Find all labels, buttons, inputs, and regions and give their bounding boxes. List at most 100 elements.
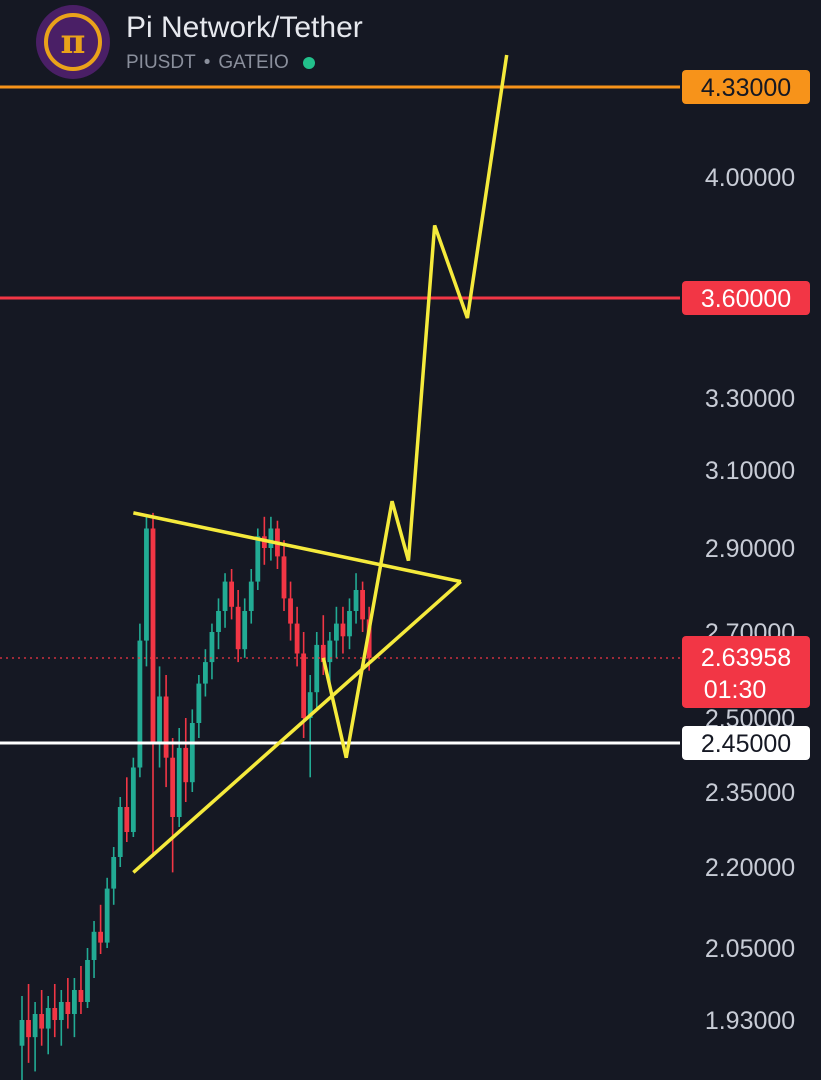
candle bbox=[203, 649, 208, 697]
candle bbox=[111, 847, 117, 905]
pi-coin-icon: π bbox=[36, 5, 110, 79]
candle-body bbox=[137, 640, 143, 768]
candle-body bbox=[288, 598, 293, 624]
candle-body bbox=[242, 611, 248, 650]
candles-layer bbox=[19, 512, 372, 1080]
candle bbox=[104, 877, 110, 948]
candle-body bbox=[235, 606, 241, 650]
candle-body bbox=[360, 590, 365, 620]
y-tick-label: 2.20000 bbox=[705, 854, 795, 882]
candle bbox=[281, 540, 287, 611]
candle-body bbox=[157, 696, 162, 743]
candle-body bbox=[203, 662, 208, 684]
candle-countdown-label: 01:30 bbox=[704, 676, 767, 704]
candle-body bbox=[117, 807, 123, 857]
candle bbox=[314, 632, 320, 710]
candle bbox=[19, 996, 25, 1080]
candle bbox=[144, 516, 149, 667]
level-price-label: 4.33000 bbox=[701, 74, 791, 102]
ticker-symbol: PIUSDT bbox=[126, 52, 196, 73]
exchange-name: GATEIO bbox=[218, 52, 289, 73]
candle bbox=[248, 569, 254, 624]
level-price-label: 2.45000 bbox=[701, 730, 791, 758]
candle-body bbox=[124, 807, 130, 832]
candle bbox=[209, 623, 215, 680]
candle-body bbox=[58, 1002, 64, 1020]
candle bbox=[347, 598, 352, 650]
candle bbox=[222, 573, 228, 628]
candle bbox=[268, 516, 274, 561]
candle-body bbox=[353, 590, 359, 611]
live-status-dot-icon bbox=[302, 57, 315, 69]
candle bbox=[340, 606, 346, 654]
drawings-layer bbox=[132, 54, 509, 874]
candle bbox=[78, 966, 84, 1014]
candle bbox=[26, 984, 31, 1063]
candle-body bbox=[45, 1008, 51, 1029]
candle-body bbox=[163, 696, 169, 758]
pi-glyph: π bbox=[44, 13, 102, 71]
candle-body bbox=[176, 747, 182, 817]
candle-body bbox=[78, 990, 84, 1002]
candle bbox=[117, 797, 123, 867]
candle bbox=[242, 598, 248, 658]
candle-body bbox=[229, 581, 234, 607]
candle-body bbox=[196, 683, 202, 723]
candle bbox=[288, 581, 293, 641]
candle-body bbox=[111, 857, 117, 889]
candle bbox=[353, 573, 359, 624]
y-tick-label: 3.30000 bbox=[705, 385, 795, 413]
candle bbox=[150, 512, 156, 857]
candle bbox=[72, 978, 77, 1038]
candle bbox=[307, 675, 313, 778]
candle bbox=[360, 581, 365, 632]
candle-body bbox=[19, 1020, 25, 1046]
current-price-tag-background bbox=[682, 635, 810, 708]
candle bbox=[334, 606, 339, 658]
candle bbox=[189, 709, 195, 792]
candle bbox=[163, 675, 169, 788]
candle bbox=[196, 675, 202, 738]
candle-body bbox=[144, 528, 149, 641]
candle bbox=[98, 904, 103, 954]
y-tick-label: 2.05000 bbox=[705, 935, 795, 963]
candle-body bbox=[320, 644, 326, 663]
candle-body bbox=[65, 1002, 71, 1014]
candle-body bbox=[347, 611, 352, 637]
candle-body bbox=[327, 640, 333, 663]
candle-body bbox=[32, 1014, 38, 1038]
triangle-upper-trendline[interactable] bbox=[132, 511, 462, 584]
candle-body bbox=[98, 931, 103, 943]
symbol-header[interactable]: π Pi Network/Tether PIUSDT • GATEIO bbox=[36, 5, 363, 79]
level-price-label-background bbox=[682, 726, 810, 760]
y-tick-label: 2.90000 bbox=[705, 535, 795, 563]
level-price-label: 3.60000 bbox=[701, 285, 791, 313]
levels-layer bbox=[0, 85, 680, 745]
candle-body bbox=[334, 623, 339, 641]
candle-body bbox=[72, 990, 77, 1014]
candle-body bbox=[222, 581, 228, 611]
candle-body bbox=[91, 931, 97, 960]
candle-body bbox=[52, 1008, 58, 1020]
symbol-titles: Pi Network/Tether PIUSDT • GATEIO bbox=[126, 10, 363, 74]
symbol-title: Pi Network/Tether bbox=[126, 11, 363, 44]
candle-body bbox=[340, 623, 346, 637]
candle-body bbox=[281, 556, 287, 599]
candle bbox=[85, 948, 90, 1008]
candle-body bbox=[294, 623, 300, 654]
candle-body bbox=[314, 644, 320, 693]
candle-body bbox=[209, 632, 215, 663]
projected-price-path[interactable] bbox=[321, 54, 509, 759]
candle-body bbox=[170, 757, 176, 817]
candle bbox=[91, 921, 97, 978]
candle bbox=[229, 569, 234, 620]
candle bbox=[130, 757, 136, 837]
candle bbox=[58, 990, 64, 1046]
candle bbox=[170, 738, 176, 873]
level-price-label-background bbox=[682, 70, 810, 104]
candle-body bbox=[130, 767, 136, 832]
candle bbox=[45, 996, 51, 1055]
candle bbox=[65, 978, 71, 1029]
triangle-lower-trendline[interactable] bbox=[132, 580, 463, 874]
